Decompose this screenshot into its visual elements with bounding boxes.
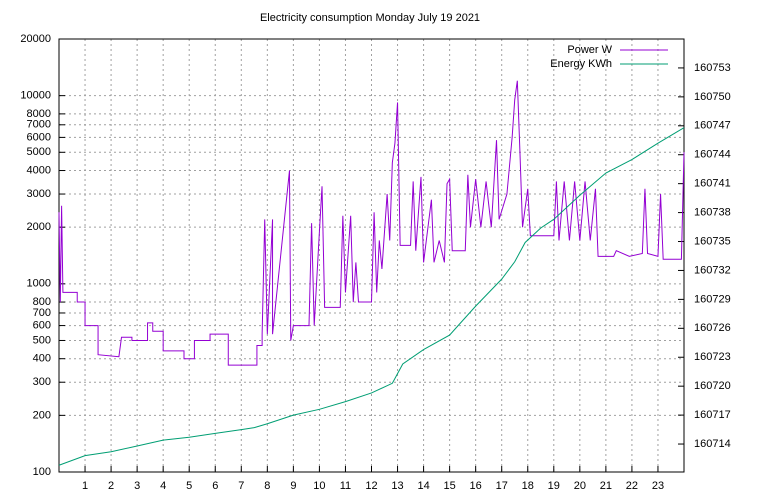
x-tick-label: 23 — [652, 480, 664, 492]
x-tick-label: 20 — [574, 480, 586, 492]
x-tick-label: 14 — [417, 480, 429, 492]
y2-tick-label: 160723 — [694, 351, 731, 363]
x-tick-label: 5 — [186, 480, 192, 492]
y2-tick-label: 160738 — [694, 206, 731, 218]
x-tick-label: 6 — [212, 480, 218, 492]
y-tick-label: 10000 — [20, 90, 51, 102]
chart-title: Electricity consumption Monday July 19 2… — [260, 12, 480, 24]
y2-tick-label: 160717 — [694, 409, 731, 421]
x-tick-label: 18 — [522, 480, 534, 492]
y-tick-label: 400 — [33, 353, 51, 365]
x-tick-label: 8 — [264, 480, 270, 492]
x-tick-label: 9 — [290, 480, 296, 492]
series-line — [58, 80, 685, 366]
y2-tick-label: 160714 — [694, 438, 731, 450]
y2-tick-label: 160753 — [694, 62, 731, 74]
y-tick-label: 8000 — [27, 108, 51, 120]
y-tick-label: 100 — [33, 466, 51, 478]
y2-tick-label: 160747 — [694, 120, 731, 132]
y-tick-label: 600 — [33, 319, 51, 331]
y2-tick-label: 160741 — [694, 178, 731, 190]
x-tick-label: 13 — [391, 480, 403, 492]
y-tick-label: 6000 — [27, 131, 51, 143]
x-tick-label: 7 — [238, 480, 244, 492]
y-tick-label: 300 — [33, 376, 51, 388]
x-tick-label: 17 — [496, 480, 508, 492]
y-tick-label: 1000 — [27, 278, 51, 290]
x-tick-label: 2 — [108, 480, 114, 492]
x-tick-label: 11 — [340, 480, 351, 492]
y2-tick-label: 160735 — [694, 235, 731, 247]
y-tick-label: 7000 — [27, 119, 51, 131]
x-tick-label: 4 — [160, 480, 166, 492]
x-tick-label: 10 — [313, 480, 325, 492]
y-tick-label: 700 — [33, 307, 51, 319]
y-tick-label: 3000 — [27, 188, 51, 200]
plot-frame — [58, 38, 685, 473]
x-tick-label: 16 — [470, 480, 482, 492]
y-tick-label: 2000 — [27, 221, 51, 233]
x-tick-label: 19 — [548, 480, 560, 492]
y-tick-label: 5000 — [27, 146, 51, 158]
x-tick-label: 1 — [82, 480, 88, 492]
x-tick-label: 12 — [365, 480, 377, 492]
y2-tick-label: 160729 — [694, 293, 731, 305]
x-tick-label: 15 — [444, 480, 456, 492]
x-tick-label: 3 — [134, 480, 140, 492]
y-tick-label: 4000 — [27, 164, 51, 176]
y2-tick-label: 160726 — [694, 322, 731, 334]
legend-label: Power W — [567, 44, 612, 56]
series-line — [58, 127, 685, 466]
y2-tick-label: 160750 — [694, 91, 731, 103]
y-tick-label: 20000 — [20, 33, 51, 45]
y-tick-label: 800 — [33, 296, 51, 308]
x-tick-label: 22 — [626, 480, 638, 492]
y2-tick-label: 160720 — [694, 380, 731, 392]
y-tick-label: 200 — [33, 409, 51, 421]
y-tick-label: 500 — [33, 334, 51, 346]
x-tick-label: 21 — [600, 480, 612, 492]
legend-label: Energy KWh — [550, 58, 612, 70]
y2-tick-label: 160744 — [694, 149, 731, 161]
y2-tick-label: 160732 — [694, 264, 731, 276]
